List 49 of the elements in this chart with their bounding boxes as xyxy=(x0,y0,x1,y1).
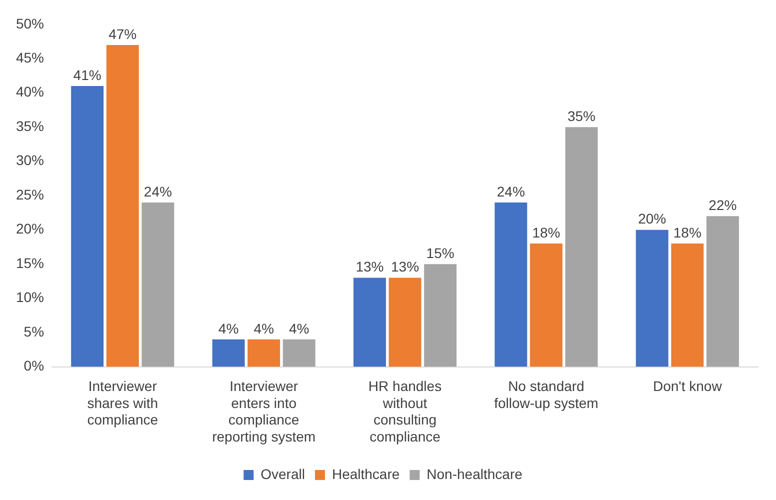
x-tick-label: HR handles without consulting compliance xyxy=(368,378,442,444)
y-tick-label: 15% xyxy=(16,254,44,271)
data-label: 4% xyxy=(254,320,274,336)
legend-label: Non-healthcare xyxy=(426,466,523,482)
data-label: 13% xyxy=(356,258,384,275)
data-label: 4% xyxy=(218,320,239,336)
y-tick-label: 50% xyxy=(16,15,44,32)
data-label: 22% xyxy=(708,197,737,214)
data-label: 20% xyxy=(638,210,666,227)
y-tick-label: 35% xyxy=(16,118,44,134)
y-tick-label: 10% xyxy=(16,289,44,306)
data-label: 47% xyxy=(108,26,137,42)
legend-label: Healthcare xyxy=(332,466,400,482)
bar xyxy=(353,278,386,367)
bar xyxy=(248,339,280,367)
bar xyxy=(212,339,245,367)
y-tick-label: 40% xyxy=(16,84,44,100)
y-tick-label: 45% xyxy=(16,50,44,66)
bar xyxy=(706,216,739,367)
y-tick-label: 25% xyxy=(16,186,44,202)
data-label: 24% xyxy=(496,183,525,200)
x-tick-label: Interviewer shares with compliance xyxy=(87,378,158,428)
x-tick-label: No standard follow-up system xyxy=(494,378,598,411)
x-tick-label: Interviewer enters into compliance reporting system xyxy=(212,378,316,444)
y-tick-label: 20% xyxy=(16,220,44,237)
data-label: 18% xyxy=(532,224,560,240)
bar xyxy=(424,264,457,367)
y-tick-label: 0% xyxy=(24,358,44,374)
legend-label: Overall xyxy=(260,466,305,482)
y-tick-label: 30% xyxy=(16,152,44,168)
data-label: 24% xyxy=(144,183,172,200)
bar xyxy=(530,244,562,367)
bar xyxy=(636,230,668,367)
bar xyxy=(71,86,104,367)
data-label: 15% xyxy=(426,244,454,261)
bar xyxy=(282,339,316,367)
bar xyxy=(494,202,528,367)
data-label: 35% xyxy=(567,108,596,124)
data-label: 18% xyxy=(673,224,702,240)
x-tick-label: Don't know xyxy=(652,378,723,394)
bar xyxy=(106,44,139,367)
bar xyxy=(142,202,174,367)
bar xyxy=(565,127,598,367)
data-label: 13% xyxy=(390,258,420,275)
bar xyxy=(388,278,422,367)
data-label: 4% xyxy=(288,320,310,336)
data-label: 41% xyxy=(73,66,102,83)
bar xyxy=(671,244,704,367)
y-tick-label: 5% xyxy=(24,323,44,340)
